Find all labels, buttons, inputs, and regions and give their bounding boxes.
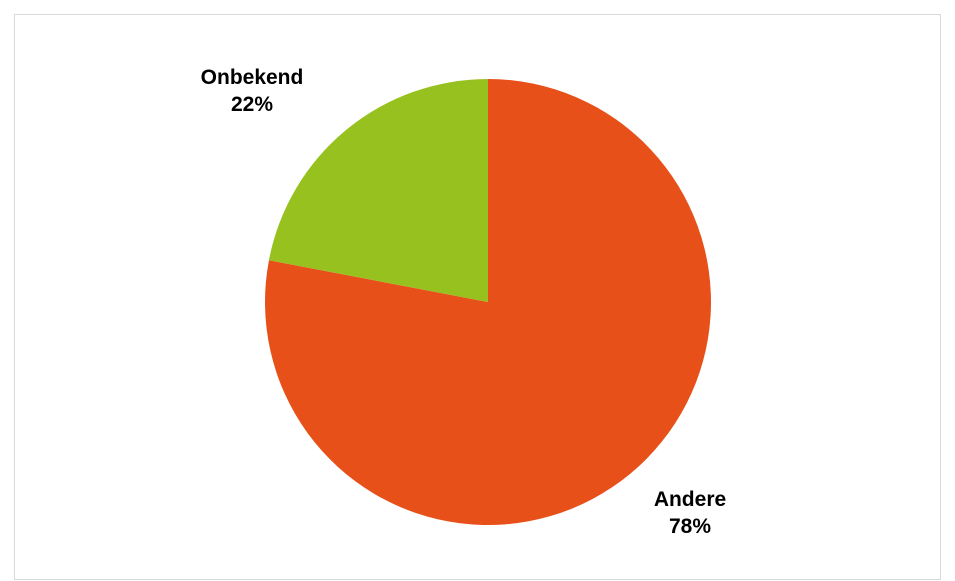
slice-label-onbekend: Onbekend 22% bbox=[201, 66, 304, 116]
slice-name: Onbekend bbox=[201, 66, 304, 89]
slice-percent: 22% bbox=[231, 93, 273, 116]
pie-slice-andere bbox=[265, 79, 711, 526]
pie-slice-onbekend bbox=[268, 79, 488, 302]
slice-percent: 78% bbox=[669, 515, 711, 538]
pie-slices bbox=[265, 79, 711, 526]
slice-name: Andere bbox=[654, 488, 726, 511]
slice-label-andere: Andere 78% bbox=[654, 488, 726, 538]
pie-labels: Andere 78% Onbekend 22% bbox=[201, 66, 727, 538]
